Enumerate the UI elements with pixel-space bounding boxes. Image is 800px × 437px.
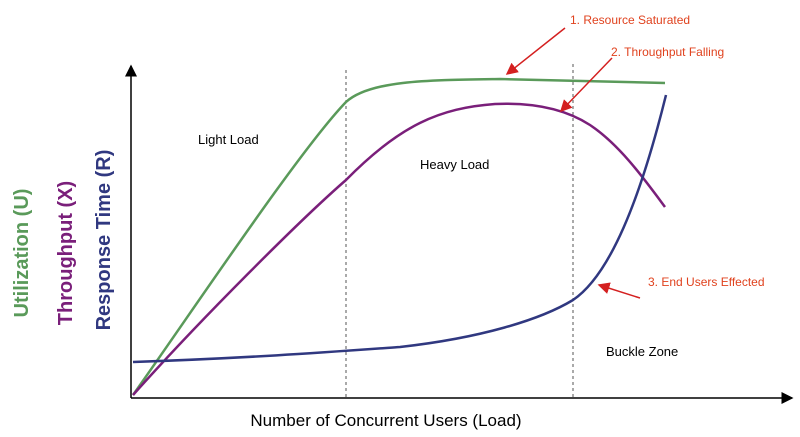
response-time-curve	[132, 94, 668, 364]
y-axis-label: Throughput (X)	[55, 181, 77, 325]
y-axis-label: Response Time (R)	[93, 150, 115, 331]
arrow	[597, 282, 641, 299]
arrow	[559, 57, 613, 113]
x-axis-label: Number of Concurrent Users (Load)	[250, 411, 521, 430]
annotation: 3. End Users Effected	[648, 275, 765, 289]
annotation: 1. Resource Saturated	[570, 13, 690, 27]
throughput-curve	[132, 102, 667, 396]
zone-label: Heavy Load	[420, 157, 489, 172]
utilization-curve	[131, 77, 666, 396]
zone-label: Buckle Zone	[606, 344, 678, 359]
annotation: 2. Throughput Falling	[611, 45, 724, 59]
arrow	[505, 27, 566, 75]
y-axis-label: Utilization (U)	[11, 189, 33, 318]
zone-label: Light Load	[198, 132, 259, 147]
